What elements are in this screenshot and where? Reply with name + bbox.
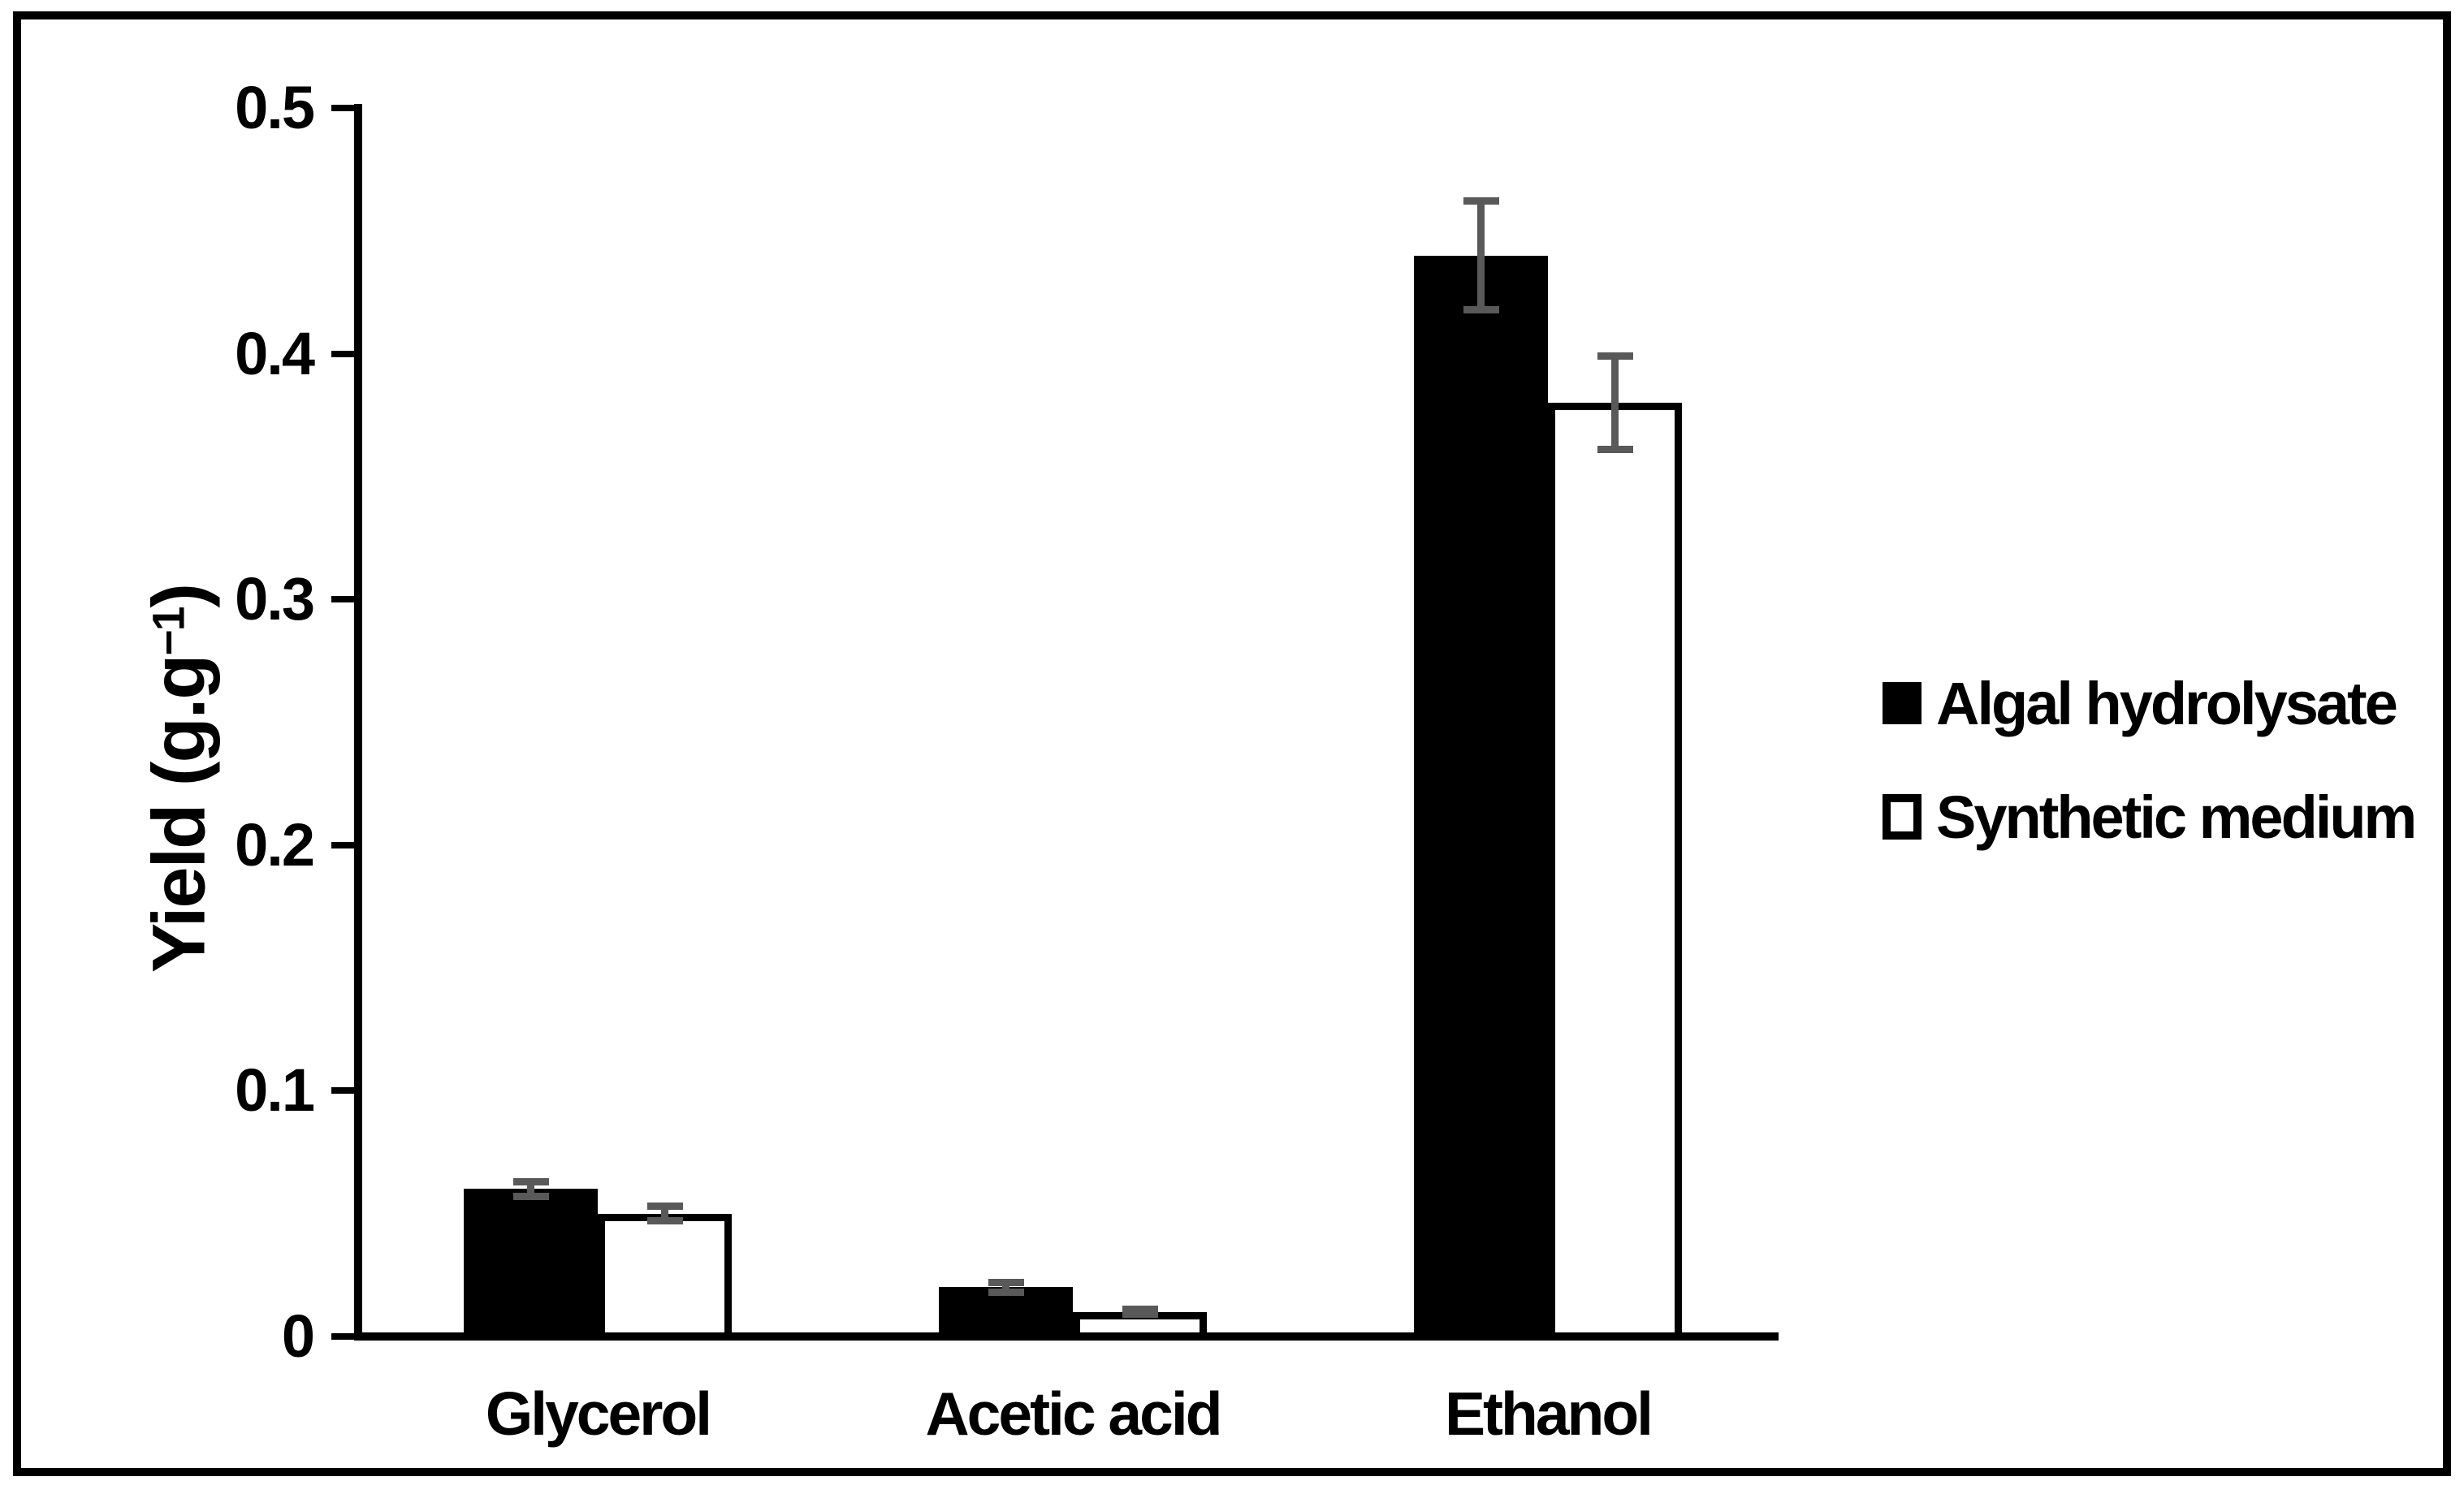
legend-label: Algal hydrolysate — [1936, 669, 2398, 737]
error-bar-cap — [646, 1217, 683, 1225]
y-axis-tick — [331, 1333, 354, 1340]
error-bar-cap — [988, 1278, 1024, 1286]
bar-synthetic-medium — [598, 1213, 732, 1341]
error-bar-cap — [646, 1203, 683, 1211]
x-axis-category-label: Glycerol — [485, 1380, 712, 1448]
error-bar-cap — [1597, 352, 1633, 361]
error-bar-cap — [1463, 197, 1499, 205]
y-axis-tick-label: 0.2 — [235, 810, 315, 879]
bar-algal-hydrolysate — [464, 1189, 598, 1341]
error-bar-cap — [1122, 1306, 1158, 1314]
y-axis-tick — [331, 105, 354, 111]
error-bar-cap — [988, 1289, 1024, 1297]
y-axis-tick — [331, 350, 354, 357]
y-axis-tick-label: 0.1 — [235, 1056, 315, 1125]
legend-swatch-filled-square-icon — [1883, 682, 1921, 724]
y-axis-line — [354, 104, 362, 1341]
y-axis-tick-label: 0.3 — [235, 565, 315, 633]
error-bar-whisker — [1002, 1282, 1009, 1293]
x-axis-line — [354, 1332, 1779, 1341]
legend-label: Synthetic medium — [1936, 783, 2417, 851]
y-axis-title: Yield (g.g−1) — [137, 585, 223, 973]
y-axis-tick-label: 0.4 — [235, 319, 315, 387]
y-axis-tick — [331, 841, 354, 848]
error-bar-cap — [512, 1193, 549, 1201]
bar-algal-hydrolysate — [1414, 255, 1548, 1341]
y-axis-tick-label: 0.5 — [235, 74, 315, 141]
chart-plot-area: Yield (g.g−1) Algal hydrolysate Synthetic… — [21, 19, 2443, 1468]
x-axis-category-label: Acetic acid — [925, 1380, 1222, 1448]
y-axis-tick-label: 0 — [281, 1302, 315, 1370]
error-bar-cap — [512, 1177, 549, 1185]
legend-swatch-open-square-icon — [1883, 794, 1921, 840]
x-axis-category-label: Ethanol — [1445, 1380, 1653, 1448]
legend-item: Algal hydrolysate — [1883, 670, 2414, 737]
error-bar-cap — [1597, 446, 1633, 454]
bar-algal-hydrolysate — [939, 1287, 1073, 1341]
y-axis-tick — [331, 596, 354, 603]
error-bar-whisker — [661, 1206, 668, 1221]
bar-synthetic-medium — [1548, 403, 1682, 1341]
error-bar-whisker — [1611, 356, 1619, 450]
legend: Algal hydrolysate Synthetic medium — [1883, 670, 2417, 851]
y-axis-tick — [331, 1087, 354, 1095]
error-bar-whisker — [1477, 201, 1485, 310]
error-bar-cap — [1463, 305, 1499, 313]
legend-item: Synthetic medium — [1883, 784, 2417, 851]
error-bar-whisker — [527, 1181, 534, 1197]
figure-border: Yield (g.g−1) Algal hydrolysate Synthetic… — [13, 11, 2451, 1476]
error-bar-cap — [1122, 1310, 1158, 1319]
